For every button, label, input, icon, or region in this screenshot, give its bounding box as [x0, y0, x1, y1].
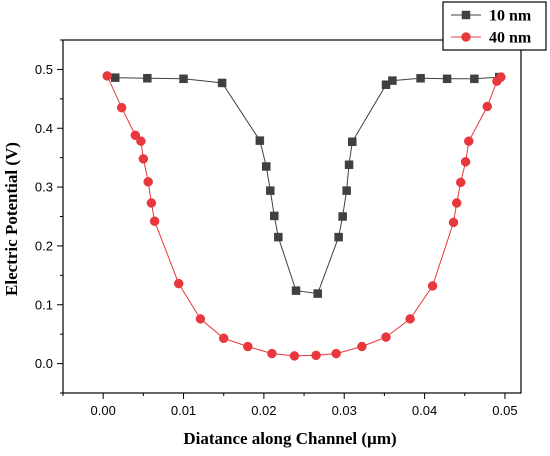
data-point	[130, 130, 141, 141]
data-point	[338, 212, 347, 221]
x-axis-title: Diatance along Channel (µm)	[183, 429, 396, 448]
data-point	[442, 74, 452, 84]
data-point	[102, 71, 112, 81]
data-point	[149, 216, 160, 226]
data-point	[388, 76, 397, 85]
legend-label: 40 nm	[489, 30, 532, 47]
x-tick-label: 0.04	[412, 403, 437, 418]
data-point	[357, 341, 367, 352]
data-point	[451, 198, 462, 208]
series-1	[102, 71, 506, 361]
y-tick-label: 0.4	[35, 121, 53, 136]
data-point	[116, 102, 127, 113]
data-point	[255, 136, 265, 145]
legend-marker	[461, 10, 471, 20]
data-point	[179, 74, 188, 84]
data-point	[448, 217, 459, 228]
series-line	[115, 76, 500, 295]
data-point	[344, 160, 354, 169]
legend-label: 10 nm	[489, 8, 532, 25]
data-point	[136, 136, 146, 146]
series-0	[110, 72, 504, 298]
y-tick-label: 0.2	[35, 238, 53, 253]
data-point	[270, 211, 279, 221]
data-point	[416, 73, 425, 83]
data-point	[342, 186, 351, 195]
plot-frame	[62, 39, 522, 394]
x-tick-label: 0.01	[171, 403, 196, 418]
data-point	[331, 348, 341, 359]
data-point	[195, 314, 206, 324]
data-point	[482, 101, 493, 112]
legend: 10 nm 40 nm	[442, 1, 547, 51]
data-point	[496, 72, 506, 82]
data-point	[243, 341, 253, 352]
data-point	[334, 232, 343, 242]
data-point	[110, 73, 120, 82]
series-layer	[102, 71, 506, 361]
data-point	[291, 286, 301, 295]
x-tick-label: 0.05	[492, 403, 517, 418]
data-point	[464, 136, 474, 146]
x-tick-label: 0.02	[251, 403, 276, 418]
data-point	[427, 281, 438, 291]
series-line	[106, 75, 502, 357]
data-point	[289, 351, 300, 361]
y-tick-label: 0.1	[35, 297, 53, 312]
data-point	[311, 350, 321, 361]
data-point	[455, 177, 466, 188]
legend-box	[442, 1, 547, 51]
data-point	[381, 332, 391, 342]
data-point	[460, 157, 471, 167]
data-point	[173, 278, 184, 289]
data-point	[262, 162, 271, 171]
y-axis-title: Electric Potential (V)	[2, 142, 21, 296]
data-point	[348, 137, 357, 147]
data-point	[218, 333, 229, 344]
y-tick-label: 0.3	[35, 180, 53, 195]
data-point	[266, 186, 275, 195]
data-point	[138, 154, 149, 164]
y-tick-label: 0.0	[35, 356, 53, 371]
data-point	[267, 348, 277, 359]
x-tick-label: 0.03	[332, 403, 357, 418]
y-tick-label: 0.5	[35, 62, 53, 77]
data-point	[146, 198, 157, 208]
axes: 0.00 0.01 0.02 0.03 0.04 0.05 0.0 0.1 0.2 0.3 0.4 0…	[35, 39, 522, 418]
data-point	[313, 289, 322, 298]
data-point	[143, 73, 152, 83]
data-point	[217, 78, 227, 88]
data-point	[405, 314, 415, 324]
data-point	[470, 74, 479, 84]
data-point	[274, 232, 283, 242]
data-point	[143, 177, 153, 187]
x-tick-label: 0.00	[91, 403, 116, 418]
legend-marker	[461, 32, 471, 42]
